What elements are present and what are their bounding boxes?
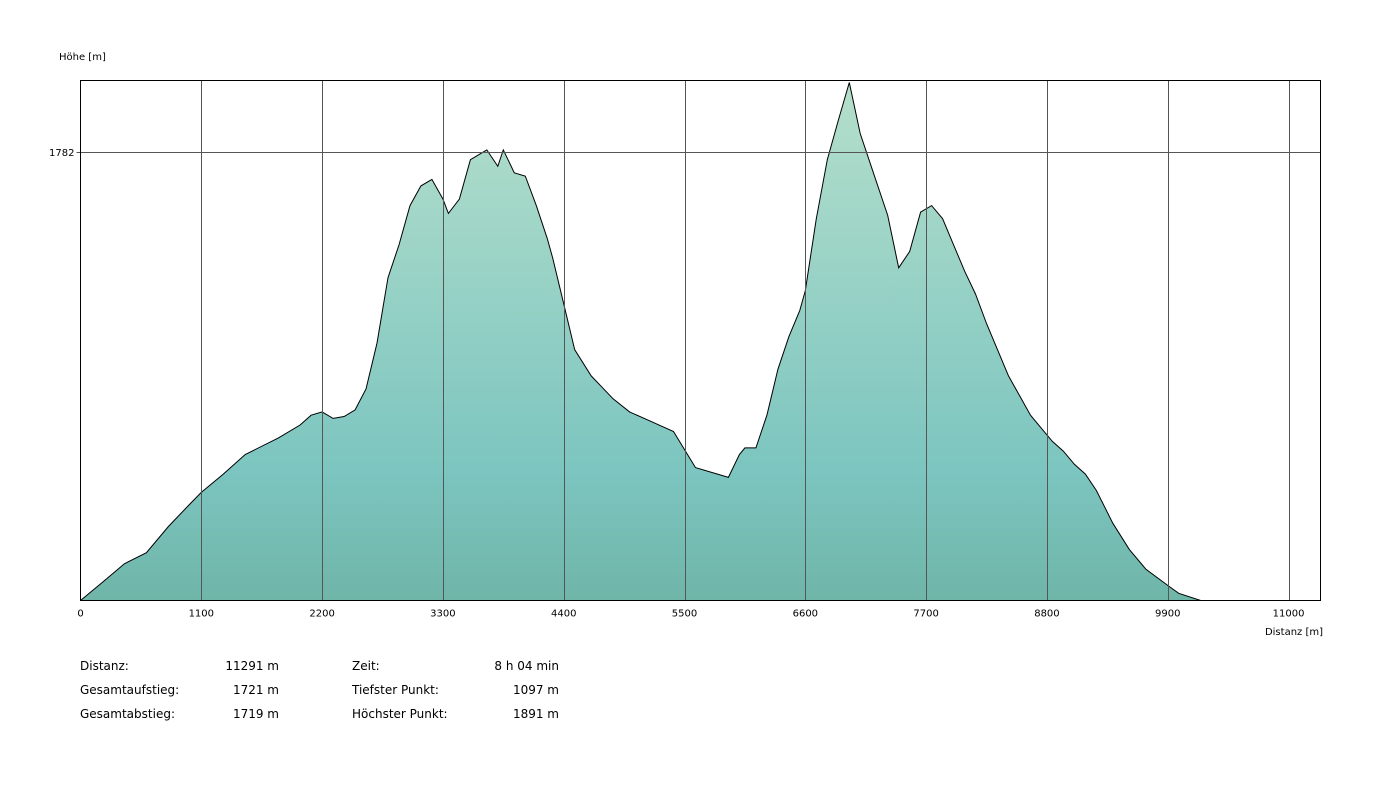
stat-value: 1721 m (232, 683, 279, 697)
stat-label: Höchster Punkt: (352, 707, 448, 721)
plot-frame (80, 80, 1321, 601)
x-axis-label: Distanz [m] (1265, 627, 1323, 638)
x-tick-label: 3300 (430, 609, 455, 620)
x-tick-label: 2200 (309, 609, 334, 620)
x-tick-label: 4400 (551, 609, 576, 620)
y-axis-label: Höhe [m] (59, 52, 106, 63)
stat-value: 1097 m (512, 683, 559, 697)
stat-label: Gesamtabstieg: (80, 707, 175, 721)
stat-label: Distanz: (80, 659, 129, 673)
stat-value: 8 h 04 min (494, 659, 559, 673)
x-tick-label: 1100 (189, 609, 214, 620)
elevation-area (80, 82, 1321, 601)
x-tick-label: 8800 (1034, 609, 1059, 620)
x-tick-label: 5500 (672, 609, 697, 620)
stat-value: 1891 m (512, 707, 559, 721)
elevation-line (80, 82, 1321, 601)
stat-value: 11291 m (225, 659, 279, 673)
x-tick-label: 7700 (913, 609, 938, 620)
stat-label: Tiefster Punkt: (352, 683, 439, 697)
y-tick-label: 1782 (49, 148, 74, 159)
x-tick-label: 11000 (1273, 609, 1305, 620)
x-tick-label: 6600 (793, 609, 818, 620)
x-tick-label: 0 (77, 609, 83, 620)
stat-label: Zeit: (352, 659, 380, 673)
x-tick-label: 9900 (1155, 609, 1180, 620)
stat-value: 1719 m (232, 707, 279, 721)
stat-label: Gesamtaufstieg: (80, 683, 180, 697)
